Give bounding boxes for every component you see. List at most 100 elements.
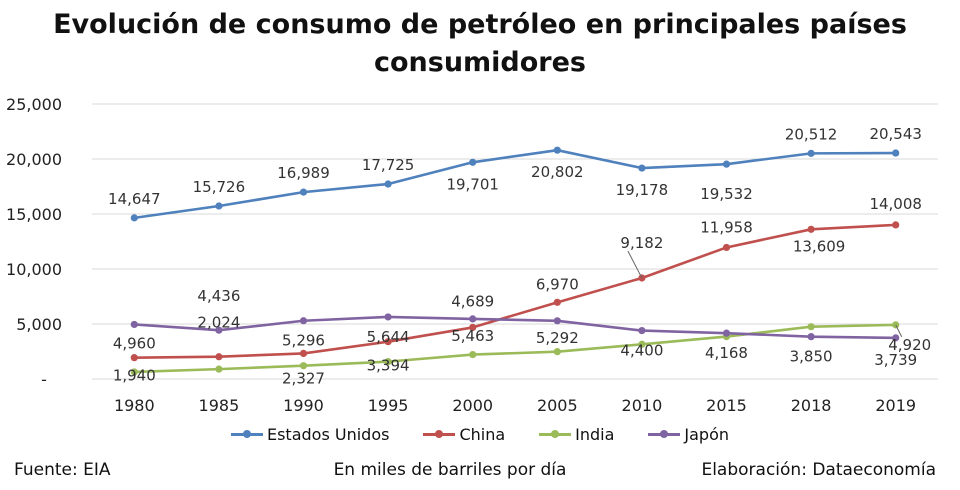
x-tick-label: 2010 (622, 396, 663, 415)
data-label: 5,644 (367, 328, 410, 346)
data-point (553, 317, 561, 325)
data-label: 19,701 (446, 175, 499, 193)
y-tick-label: 25,000 (6, 95, 62, 114)
x-tick-label: 2015 (706, 396, 747, 415)
x-tick-label: 1980 (114, 396, 155, 415)
data-point (638, 340, 646, 348)
y-tick-label: 10,000 (6, 260, 62, 279)
data-label: 20,543 (869, 125, 922, 143)
y-tick-label: 20,000 (6, 150, 62, 169)
legend-label: Estados Unidos (266, 425, 390, 444)
data-label: 17,725 (362, 156, 415, 174)
x-tick-label: 1995 (368, 396, 409, 415)
data-label: 20,802 (531, 163, 584, 181)
data-point (130, 354, 138, 362)
data-point (807, 225, 815, 233)
data-point (299, 349, 308, 358)
data-point (215, 202, 223, 210)
data-point (807, 323, 815, 331)
legend-label: India (575, 425, 615, 444)
data-point (722, 243, 731, 252)
x-tick-label: 2005 (537, 396, 578, 415)
data-point (469, 158, 477, 166)
legend-item: India (539, 425, 614, 444)
data-point (384, 313, 392, 321)
data-point (807, 333, 815, 341)
data-point (215, 365, 223, 373)
data-point (469, 351, 477, 359)
data-label: 4,689 (451, 292, 494, 310)
data-point (722, 160, 731, 168)
legend-item: China (423, 425, 505, 444)
legend-swatch (230, 430, 263, 438)
data-point (892, 221, 900, 229)
data-point (215, 353, 223, 361)
data-label: 11,958 (700, 218, 753, 236)
data-point (469, 315, 477, 323)
data-point (384, 180, 392, 188)
legend-label: China (459, 425, 506, 444)
x-tick-label: 2000 (452, 396, 493, 415)
data-point (299, 362, 308, 370)
series-line (134, 223, 896, 359)
data-point (638, 327, 646, 335)
data-label: 5,292 (536, 329, 579, 347)
data-label: 1,940 (113, 367, 156, 385)
chart-title-line1: Evolución de consumo de petróleo en prin… (53, 9, 907, 40)
x-tick-label: 1990 (283, 396, 324, 415)
legend-item: Japón (648, 425, 729, 444)
footer-credit: Elaboración: Dataeconomía (701, 460, 936, 480)
data-label: 19,532 (700, 185, 753, 203)
footer-source: Fuente: EIA (14, 460, 111, 480)
legend-swatch (648, 430, 681, 438)
y-tick-label: - (41, 370, 47, 389)
data-label: 19,178 (616, 181, 669, 199)
legend-swatch (423, 430, 456, 438)
data-label: 5,463 (451, 327, 494, 345)
data-point (553, 146, 561, 154)
data-label: 3,850 (790, 348, 833, 366)
data-point (130, 368, 138, 376)
series-line (134, 315, 896, 340)
x-tick-label: 1985 (199, 396, 240, 415)
data-point (215, 326, 223, 334)
data-label: 2,024 (197, 314, 240, 332)
y-tick-label: 15,000 (6, 205, 62, 224)
data-label: 15,726 (193, 178, 246, 196)
y-tick-label: 5,000 (16, 315, 62, 334)
data-label: 3,394 (367, 357, 410, 375)
data-point (892, 334, 900, 342)
data-point (553, 298, 561, 306)
chart-legend: Estados Unidos China India Japón (0, 425, 960, 444)
data-label: 4,960 (113, 334, 156, 352)
legend-item: Estados Unidos (230, 425, 390, 444)
data-point (892, 149, 900, 157)
x-tick-label: 2018 (791, 396, 832, 415)
data-point (130, 320, 138, 329)
x-tick-label: 2019 (875, 396, 916, 415)
data-label: 5,296 (282, 332, 325, 350)
data-point (130, 214, 138, 222)
series-line (134, 148, 896, 220)
data-label: 9,182 (620, 234, 663, 252)
data-label: 4,436 (197, 287, 240, 305)
data-label: 4,168 (705, 344, 748, 362)
data-label: 3,739 (874, 351, 917, 369)
legend-label: Japón (684, 425, 730, 444)
data-point (638, 164, 646, 172)
data-label: 2,327 (282, 369, 325, 387)
data-label: 6,970 (536, 275, 579, 293)
data-point (384, 338, 392, 346)
data-point (299, 317, 308, 325)
series-line (134, 323, 896, 374)
line-chart: - 5,000 10,000 15,000 20,000 25,000 1980 1985 19… (6, 95, 938, 415)
data-label: 14,647 (108, 190, 161, 208)
data-label: 20,512 (785, 125, 838, 143)
data-point (807, 149, 815, 157)
data-label: 14,008 (869, 195, 922, 213)
data-point (299, 188, 308, 196)
leader-line (895, 324, 903, 338)
data-point (469, 323, 477, 332)
data-point (722, 329, 731, 337)
chart-title: Evolución de consumo de petróleo en prin… (0, 6, 960, 82)
